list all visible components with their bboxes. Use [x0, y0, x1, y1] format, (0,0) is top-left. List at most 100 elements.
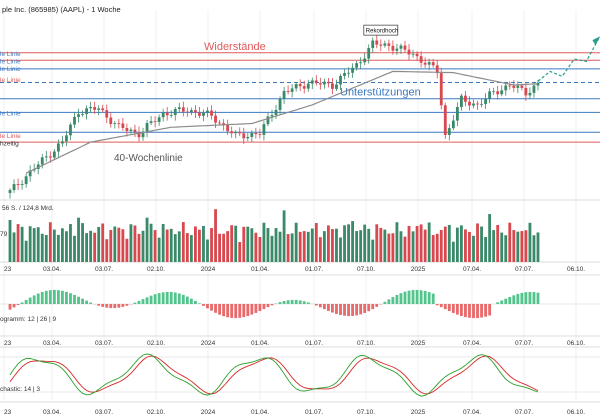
- candle-body: [145, 123, 149, 132]
- edge-label: le Linie: [0, 111, 21, 118]
- volume-bar: [77, 217, 80, 262]
- volume-bar: [48, 222, 52, 262]
- x-tick-label-volume: 02.10.: [147, 266, 165, 273]
- candle-body: [492, 91, 496, 93]
- volume-bar: [242, 226, 246, 262]
- candle-body: [379, 44, 383, 46]
- volume-bar: [85, 233, 89, 262]
- volume-bar: [314, 223, 318, 262]
- macd-bar: [254, 304, 258, 313]
- x-tick-label-volume: 07.10.: [357, 266, 375, 273]
- macd-bar: [508, 296, 512, 304]
- candle-body: [153, 121, 157, 123]
- candle-body: [206, 110, 209, 113]
- volume-bar: [302, 231, 306, 262]
- x-tick-label-macd: 01.07.: [305, 340, 323, 347]
- volume-bar: [407, 225, 411, 262]
- volume-bar: [359, 230, 363, 262]
- candle-body: [24, 176, 28, 185]
- volume-bar: [298, 231, 302, 262]
- candle-body: [314, 80, 318, 84]
- candle-body: [165, 112, 169, 116]
- candle-body: [322, 81, 326, 85]
- volume-bar: [60, 228, 64, 262]
- record-high-label: Rekordhoch: [366, 29, 398, 35]
- volume-bar: [496, 224, 500, 262]
- macd-bar: [286, 300, 290, 304]
- candle-body: [214, 115, 217, 123]
- volume-bar: [508, 222, 512, 262]
- macd-bar: [36, 293, 40, 304]
- macd-bar: [347, 304, 350, 317]
- edge-label: le Linie: [0, 77, 21, 84]
- volume-bar: [238, 242, 242, 262]
- candle-body: [347, 72, 350, 74]
- volume-bar: [141, 230, 145, 262]
- x-tick-label-macd: 2025: [411, 340, 426, 347]
- volume-bar: [173, 234, 177, 262]
- macd-bar: [161, 292, 165, 304]
- volume-bar: [169, 228, 173, 262]
- volume-bar: [355, 231, 359, 262]
- macd-bar: [157, 293, 161, 304]
- macd-bar: [214, 304, 217, 313]
- edge-label: le Linie: [0, 58, 21, 65]
- x-tick-label-stoch: 01.04.: [251, 409, 269, 416]
- macd-bar: [226, 304, 230, 318]
- macd-bar: [145, 297, 149, 304]
- volume-bar: [32, 228, 36, 262]
- volume-bar: [185, 233, 189, 262]
- volume-bar: [89, 230, 93, 262]
- macd-bar: [44, 290, 48, 304]
- volume-bar: [435, 233, 439, 262]
- volume-bar: [24, 240, 28, 262]
- candle-body: [451, 120, 455, 129]
- candle-body: [532, 85, 536, 93]
- candle-body: [181, 107, 185, 112]
- candle-body: [97, 108, 101, 110]
- macd-label: ogramm: 12 | 26 | 9: [0, 316, 57, 323]
- edge-label: le Linie: [0, 51, 21, 58]
- candle-body: [242, 133, 246, 139]
- candle-body: [40, 157, 44, 165]
- macd-bar: [101, 304, 105, 307]
- candle-body: [48, 156, 52, 158]
- volume-bar: [411, 231, 415, 262]
- volume-bar: [65, 231, 68, 262]
- x-tick-label-stoch: 23: [4, 409, 12, 416]
- candle-body: [161, 112, 165, 118]
- volume-bar: [40, 233, 44, 262]
- candle-body: [69, 124, 72, 136]
- x-tick-label-volume: 01.07.: [305, 266, 323, 273]
- volume-bar: [451, 241, 455, 262]
- volume-bar: [516, 231, 520, 262]
- candle-body: [8, 190, 12, 194]
- candle-body: [133, 129, 137, 133]
- macd-bar: [496, 302, 500, 304]
- macd-bar: [459, 304, 463, 317]
- candle-body: [443, 105, 447, 135]
- candle-body: [218, 122, 222, 124]
- volume-bar: [16, 224, 20, 262]
- macd-bar: [242, 304, 246, 318]
- volume-bar: [214, 209, 217, 262]
- macd-bar: [367, 304, 371, 312]
- macd-bar: [532, 292, 536, 304]
- volume-bar: [335, 228, 338, 262]
- candle-body: [500, 90, 504, 95]
- volume-bar: [286, 234, 290, 262]
- candle-body: [326, 81, 330, 84]
- macd-bar: [395, 294, 399, 304]
- macd-bar: [206, 304, 209, 309]
- macd-bar: [141, 299, 145, 304]
- macd-bar: [439, 304, 443, 308]
- candle-body: [157, 117, 161, 122]
- macd-bar: [488, 304, 492, 316]
- macd-bar: [20, 302, 24, 304]
- volume-bar: [403, 236, 407, 262]
- macd-bar: [524, 292, 528, 304]
- macd-bar: [230, 304, 234, 318]
- macd-bar: [351, 304, 355, 316]
- candle-body: [391, 45, 395, 51]
- x-tick-label-volume: 03.07.: [95, 266, 113, 273]
